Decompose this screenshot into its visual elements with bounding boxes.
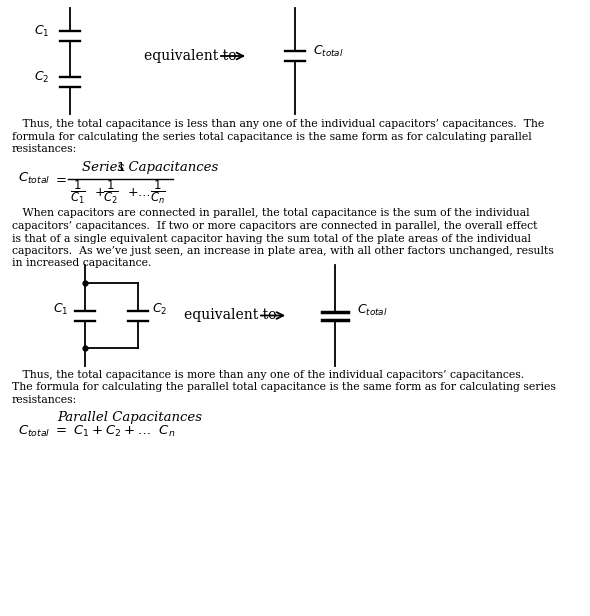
Text: Thus, the total capacitance is more than any one of the individual capacitors’ c: Thus, the total capacitance is more than… [12,370,524,380]
Text: capacitors.  As we’ve just seen, an increase in plate area, with all other facto: capacitors. As we’ve just seen, an incre… [12,246,554,256]
Text: $C_2$: $C_2$ [152,302,168,317]
Text: $C_{total}$: $C_{total}$ [313,44,344,59]
Text: resistances:: resistances: [12,395,77,405]
Text: resistances:: resistances: [12,144,77,154]
Text: Parallel Capacitances: Parallel Capacitances [57,411,202,424]
Text: formula for calculating the series total capacitance is the same form as for cal: formula for calculating the series total… [12,131,532,142]
Text: $C_{total}$: $C_{total}$ [18,424,50,439]
Text: $1$: $1$ [116,161,125,174]
Text: $C_1$: $C_1$ [53,302,68,317]
Text: equivalent to: equivalent to [144,49,236,63]
Text: $\dfrac{1}{C_1}$: $\dfrac{1}{C_1}$ [70,179,86,206]
Text: $C_{total}$: $C_{total}$ [357,303,388,318]
Text: capacitors’ capacitances.  If two or more capacitors are connected in parallel, : capacitors’ capacitances. If two or more… [12,221,537,231]
Text: equivalent to: equivalent to [183,309,276,323]
Text: is that of a single equivalent capacitor having the sum total of the plate areas: is that of a single equivalent capacitor… [12,233,531,243]
Text: $+ \ldots$: $+ \ldots$ [127,186,150,199]
Text: $C_2$: $C_2$ [34,70,50,84]
Text: $+$: $+$ [94,186,105,199]
Text: Series Capacitances: Series Capacitances [82,161,218,174]
Text: $=$: $=$ [53,172,67,185]
Text: Thus, the total capacitance is less than any one of the individual capacitors’ c: Thus, the total capacitance is less than… [12,119,544,129]
Text: When capacitors are connected in parallel, the total capacitance is the sum of t: When capacitors are connected in paralle… [12,208,530,219]
Text: $C_{total}$: $C_{total}$ [18,171,50,186]
Text: The formula for calculating the parallel total capacitance is the same form as f: The formula for calculating the parallel… [12,383,556,392]
Text: $C_1$: $C_1$ [34,23,50,39]
Text: $\dfrac{1}{C_n}$: $\dfrac{1}{C_n}$ [150,179,166,206]
Text: $\dfrac{1}{C_2}$: $\dfrac{1}{C_2}$ [103,179,119,206]
Text: $= \ C_1 + C_2 + \ldots \ \ C_n$: $= \ C_1 + C_2 + \ldots \ \ C_n$ [53,424,175,439]
Text: in increased capacitance.: in increased capacitance. [12,259,152,269]
